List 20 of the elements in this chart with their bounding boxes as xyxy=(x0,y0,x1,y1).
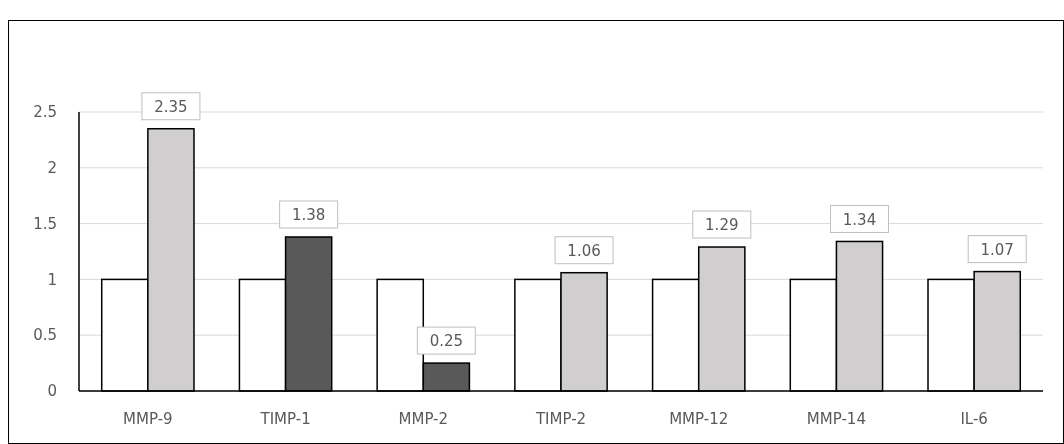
y-tick-label: 1 xyxy=(47,270,57,289)
y-tick-label: 2 xyxy=(47,159,57,178)
x-tick-label: TIMP-2 xyxy=(534,410,587,428)
x-tick-label: MMP-9 xyxy=(123,410,173,428)
x-tick-label: MMP-2 xyxy=(398,410,449,428)
x-tick-label: MMP-14 xyxy=(806,410,866,428)
y-tick-label: 0.5 xyxy=(33,326,57,345)
data-label: 1.34 xyxy=(842,210,877,229)
data-label: 1.29 xyxy=(705,216,739,235)
x-tick-label: IL-6 xyxy=(960,410,988,428)
data-label: 1.06 xyxy=(567,241,601,260)
y-tick-label: 0 xyxy=(47,382,57,401)
x-tick-label: TIMP-1 xyxy=(259,410,311,428)
y-tick-label: 2.5 xyxy=(33,103,57,122)
data-label: 0.25 xyxy=(429,332,464,351)
x-tick-label: MMP-12 xyxy=(669,410,729,428)
data-label: 1.38 xyxy=(291,206,326,225)
y-tick-label: 1.5 xyxy=(33,214,57,233)
data-label: 2.35 xyxy=(154,97,188,116)
data-label: 1.07 xyxy=(980,240,1014,259)
